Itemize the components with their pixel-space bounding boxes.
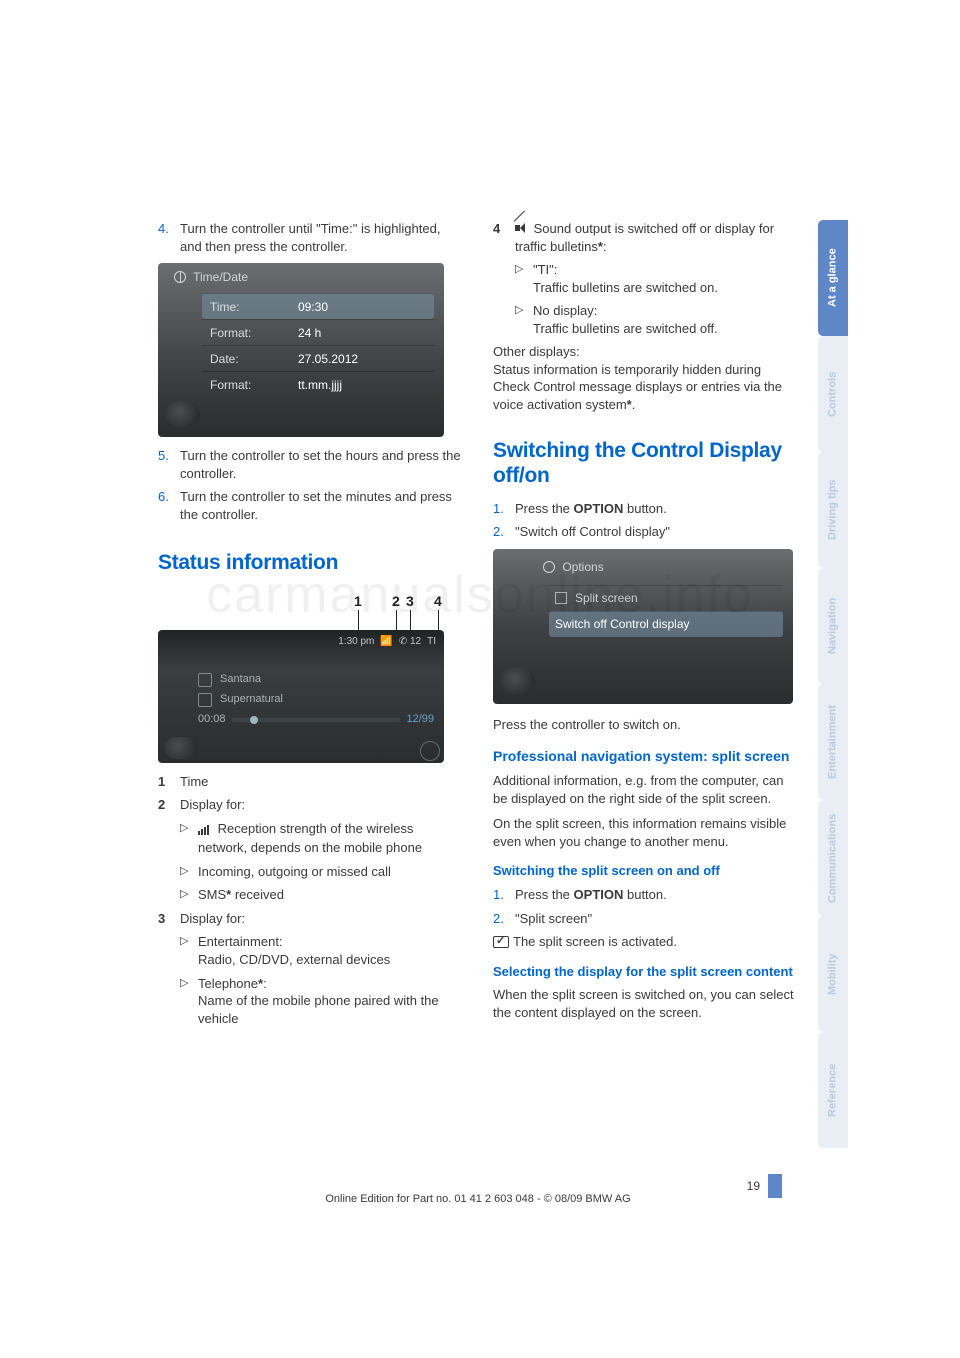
footer: 19 Online Edition for Part no. 01 41 2 6…	[158, 1192, 798, 1207]
artist: Santana	[220, 672, 261, 687]
step-text: Press the OPTION button.	[515, 886, 798, 904]
status-bar: 1:30 pm 📶 ✆ 12 TI	[158, 632, 444, 652]
step-6: 6. Turn the controller to set the minute…	[158, 488, 463, 523]
right-column: 4 Sound output is switched off or displa…	[493, 220, 798, 1033]
screenshot-header: Time/Date	[174, 269, 248, 285]
person-icon	[198, 673, 212, 687]
t: Press the	[515, 887, 574, 902]
step-number: 4.	[158, 220, 180, 255]
other-text: Status information is temporarily hidden…	[493, 362, 782, 412]
legend-number: 4	[493, 220, 515, 255]
ring-icon	[420, 741, 440, 761]
step-number: 6.	[158, 488, 180, 523]
button-label: OPTION	[574, 501, 624, 516]
signal-icon: 📶	[380, 635, 392, 649]
t: button.	[623, 501, 666, 516]
screenshot-rows: Split screenSwitch off Control display	[549, 585, 783, 637]
section-tabs: At a glanceControlsDriving tipsNavigatio…	[818, 220, 848, 1148]
step-text: Turn the controller to set the hours and…	[180, 447, 463, 482]
mute-icon	[515, 223, 528, 234]
colon: :	[603, 239, 607, 254]
step-number: 2.	[493, 910, 515, 928]
display-area: 1:30 pm 📶 ✆ 12 TI Santana Supernatural 0…	[158, 630, 444, 763]
subsubheading: Switching the split screen on and off	[493, 862, 798, 880]
step-number: 5.	[158, 447, 180, 482]
now-playing: Santana Supernatural 00:08 12/99	[198, 670, 434, 730]
globe-icon	[174, 271, 186, 283]
step-text: "Switch off Control display"	[515, 523, 798, 541]
legend-4-sublist: ▷"TI":Traffic bulletins are switched on.…	[493, 261, 798, 337]
tab-entertainment[interactable]: Entertainment	[818, 684, 848, 800]
step-1: 1. Press the OPTION button.	[493, 500, 798, 518]
step-4: 4. Turn the controller until "Time:" is …	[158, 220, 463, 255]
left-column: 4. Turn the controller until "Time:" is …	[158, 220, 463, 1033]
p: When the split screen is switched on, yo…	[493, 986, 798, 1021]
disc-icon	[198, 693, 212, 707]
page-num-text: 19	[747, 1178, 760, 1194]
step-text: Press the OPTION button.	[515, 500, 798, 518]
step-5: 5. Turn the controller to set the hours …	[158, 447, 463, 482]
callout-numbers: 1234	[158, 590, 444, 630]
step-2: 2. "Switch off Control display"	[493, 523, 798, 541]
legend-list: 1Time2Display for:▷ Reception strength o…	[158, 773, 463, 1028]
footer-line: Online Edition for Part no. 01 41 2 603 …	[158, 1192, 798, 1207]
step-text: Turn the controller until "Time:" is hig…	[180, 220, 463, 255]
page-number: 19	[747, 1174, 782, 1198]
press-note: Press the controller to switch on.	[493, 716, 798, 734]
album: Supernatural	[220, 692, 283, 707]
step-text: Turn the controller to set the minutes a…	[180, 488, 463, 523]
step-number: 1.	[493, 886, 515, 904]
screenshot-title: Options	[562, 560, 603, 574]
tab-driving-tips[interactable]: Driving tips	[818, 452, 848, 568]
tab-reference[interactable]: Reference	[818, 1032, 848, 1148]
step-text: "Split screen"	[515, 910, 798, 928]
status-ti: TI	[427, 635, 436, 649]
status-tel: ✆ 12	[399, 635, 421, 649]
other-displays: Other displays: Status information is te…	[493, 343, 798, 413]
checkbox-icon	[493, 936, 509, 948]
gear-icon	[543, 561, 555, 573]
tab-mobility[interactable]: Mobility	[818, 916, 848, 1032]
status-time: 1:30 pm	[338, 635, 374, 649]
legend-body: Sound output is switched off or display …	[515, 220, 798, 255]
tab-communications[interactable]: Communications	[818, 800, 848, 916]
step-number: 2.	[493, 523, 515, 541]
step-number: 1.	[493, 500, 515, 518]
section-heading: Switching the Control Display off/on	[493, 439, 798, 487]
t: button.	[623, 887, 666, 902]
legend-text: Sound output is switched off or display …	[515, 221, 774, 254]
screenshot-options: Options Split screenSwitch off Control d…	[493, 549, 793, 704]
controller-knob-icon	[501, 668, 535, 694]
subheading: Professional navigation system: split sc…	[493, 747, 798, 766]
progress-bar	[232, 718, 401, 722]
controller-knob-icon	[166, 401, 200, 427]
t: Press the	[515, 501, 574, 516]
screenshot-time-date: Time/Date Time:09:30Format:24 hDate:27.0…	[158, 263, 444, 437]
check-note: The split screen is activated.	[493, 933, 798, 951]
screenshot-header: Options	[543, 559, 604, 575]
step-a1: 1. Press the OPTION button.	[493, 886, 798, 904]
other-h: Other displays:	[493, 344, 580, 359]
page-marker	[768, 1174, 782, 1198]
t: The split screen is activated.	[513, 934, 677, 949]
period: .	[632, 397, 636, 412]
button-label: OPTION	[574, 887, 624, 902]
step-a2: 2. "Split screen"	[493, 910, 798, 928]
screenshot-rows: Time:09:30Format:24 hDate:27.05.2012Form…	[202, 293, 434, 397]
subsubheading: Selecting the display for the split scre…	[493, 963, 798, 981]
tab-navigation[interactable]: Navigation	[818, 568, 848, 684]
screenshot-title: Time/Date	[193, 270, 248, 284]
screenshot-status: 1234 1:30 pm 📶 ✆ 12 TI Santana Supernatu…	[158, 590, 444, 763]
p: Additional information, e.g. from the co…	[493, 772, 798, 807]
page-content: 4. Turn the controller until "Time:" is …	[158, 220, 798, 1033]
section-heading: Status information	[158, 549, 463, 577]
controller-knob-icon	[164, 737, 198, 759]
track-count: 12/99	[406, 712, 434, 727]
tab-at-a-glance[interactable]: At a glance	[818, 220, 848, 336]
elapsed-time: 00:08	[198, 712, 226, 727]
p: On the split screen, this information re…	[493, 815, 798, 850]
legend-4: 4 Sound output is switched off or displa…	[493, 220, 798, 255]
tab-controls[interactable]: Controls	[818, 336, 848, 452]
